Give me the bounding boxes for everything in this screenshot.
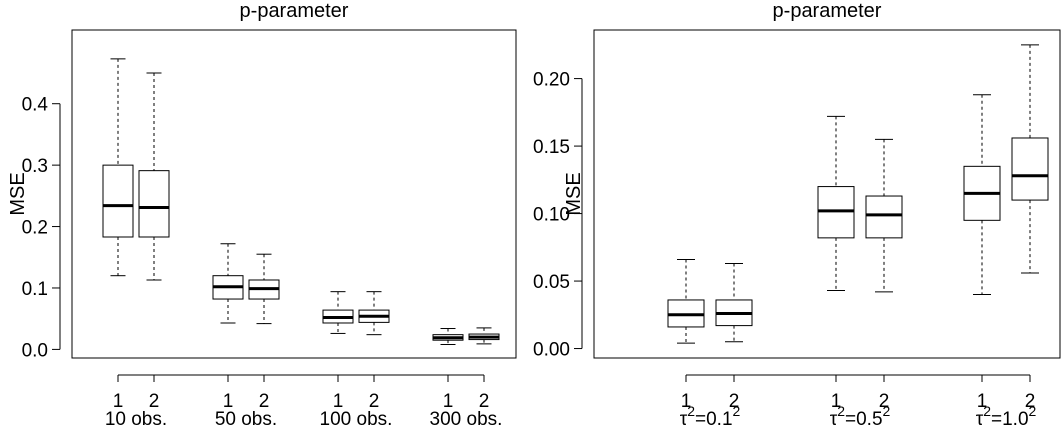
group-label-base: τ	[976, 409, 984, 430]
group-label-sup: 2	[883, 403, 891, 419]
y-tick-label: 0.05	[533, 272, 570, 293]
box-label: 1	[977, 391, 988, 412]
y-axis-label: MSE	[7, 172, 29, 215]
y-axis-label: MSE	[563, 172, 585, 215]
group-label-base: τ	[680, 409, 688, 430]
y-tick-label: 0.3	[22, 156, 48, 177]
box-label: 1	[333, 391, 344, 412]
iqr-box	[102, 164, 134, 238]
group-label: τ2=1.02	[976, 403, 1037, 430]
y-tick-label: 0.2	[22, 218, 48, 239]
y-tick-label: 0.15	[533, 137, 570, 158]
y-tick-label: 0.10	[533, 205, 570, 226]
chart-title: p-parameter	[240, 0, 349, 22]
group-label: 300 obs.	[430, 409, 503, 430]
y-tick-label: 0.00	[533, 340, 570, 361]
group-label: τ2=0.52	[830, 403, 891, 430]
box-label: 1	[681, 391, 692, 412]
group-label-sup: 2	[687, 403, 695, 419]
plot-frame	[71, 29, 517, 359]
plot-frame	[593, 29, 1061, 359]
iqr-box	[865, 195, 903, 239]
group-label-sup: 2	[1029, 403, 1037, 419]
iqr-box	[1011, 137, 1049, 201]
group-label-mid: =0.5	[845, 409, 883, 430]
group-label-sup: 2	[837, 403, 845, 419]
box-label: 1	[223, 391, 234, 412]
group-label-mid: =0.1	[695, 409, 733, 430]
box-label: 1	[443, 391, 454, 412]
group-label-sup: 2	[983, 403, 991, 419]
box-label: 2	[879, 391, 890, 412]
group-label-base: τ	[830, 409, 838, 430]
group-label: 100 obs.	[320, 409, 393, 430]
box-label: 2	[1025, 391, 1036, 412]
iqr-box	[138, 170, 170, 238]
box-label: 1	[113, 391, 124, 412]
group-label: 10 obs.	[105, 409, 167, 430]
group-label-sup: 2	[733, 403, 741, 419]
y-tick-label: 0.20	[533, 70, 570, 91]
box-label: 1	[831, 391, 842, 412]
group-label: τ2=0.12	[680, 403, 741, 430]
box-label: 2	[479, 391, 490, 412]
group-label-mid: =1.0	[991, 409, 1029, 430]
chart-title: p-parameter	[773, 0, 882, 22]
box-label: 2	[369, 391, 380, 412]
box-label: 2	[729, 391, 740, 412]
box-label: 2	[149, 391, 160, 412]
y-tick-label: 0.1	[22, 279, 48, 300]
y-tick-label: 0.0	[22, 340, 48, 361]
group-label: 50 obs.	[215, 409, 277, 430]
y-tick-label: 0.4	[22, 95, 49, 116]
box-label: 2	[259, 391, 270, 412]
